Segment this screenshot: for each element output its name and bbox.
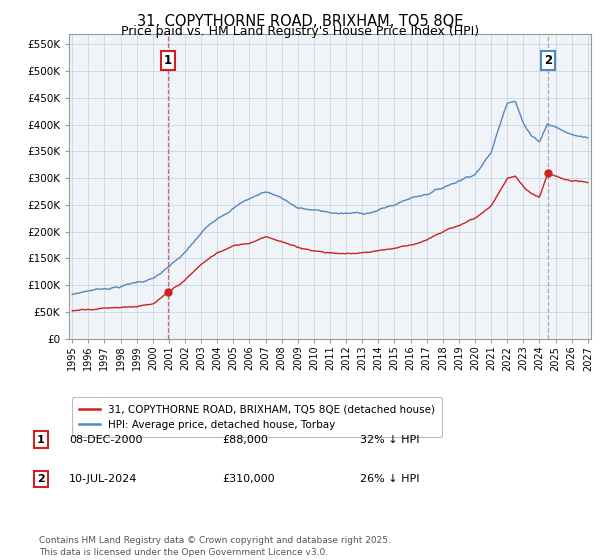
- Text: 1: 1: [37, 435, 44, 445]
- Text: 08-DEC-2000: 08-DEC-2000: [69, 435, 143, 445]
- Text: 32% ↓ HPI: 32% ↓ HPI: [360, 435, 419, 445]
- Text: 2: 2: [37, 474, 44, 484]
- Text: 2: 2: [544, 54, 552, 67]
- Legend: 31, COPYTHORNE ROAD, BRIXHAM, TQ5 8QE (detached house), HPI: Average price, deta: 31, COPYTHORNE ROAD, BRIXHAM, TQ5 8QE (d…: [71, 398, 442, 437]
- Text: Contains HM Land Registry data © Crown copyright and database right 2025.
This d: Contains HM Land Registry data © Crown c…: [39, 536, 391, 557]
- Text: £88,000: £88,000: [222, 435, 268, 445]
- Text: 1: 1: [164, 54, 172, 67]
- Text: £310,000: £310,000: [222, 474, 275, 484]
- Text: 10-JUL-2024: 10-JUL-2024: [69, 474, 137, 484]
- Text: Price paid vs. HM Land Registry's House Price Index (HPI): Price paid vs. HM Land Registry's House …: [121, 25, 479, 38]
- Text: 31, COPYTHORNE ROAD, BRIXHAM, TQ5 8QE: 31, COPYTHORNE ROAD, BRIXHAM, TQ5 8QE: [137, 14, 463, 29]
- Text: 26% ↓ HPI: 26% ↓ HPI: [360, 474, 419, 484]
